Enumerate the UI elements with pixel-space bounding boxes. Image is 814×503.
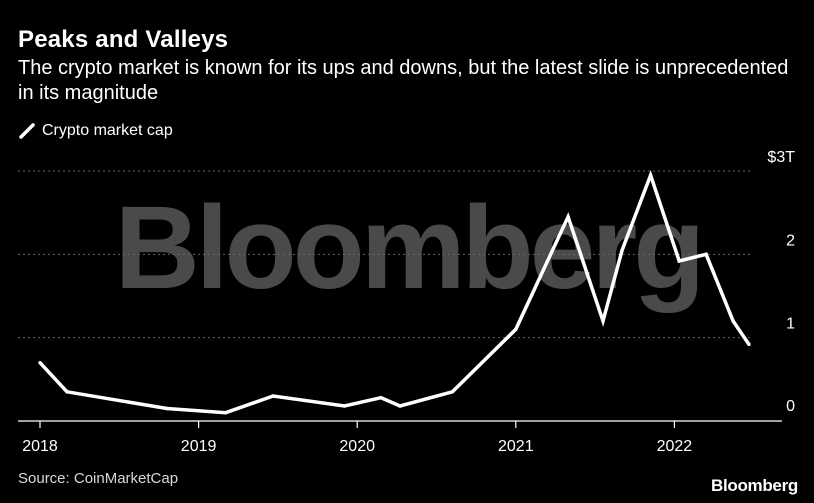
y-tick-label: 0 xyxy=(786,398,795,415)
data-point xyxy=(65,390,69,394)
data-point xyxy=(648,173,653,177)
x-tick-label: 2021 xyxy=(498,438,534,455)
legend-label: Crypto market cap xyxy=(42,122,173,139)
brand-logo: Bloomberg xyxy=(710,476,798,495)
watermark-logo: Bloomberg xyxy=(115,182,702,314)
data-point xyxy=(747,342,751,347)
data-point xyxy=(731,319,735,323)
x-tick-label: 2018 xyxy=(22,438,58,455)
data-point xyxy=(379,395,383,400)
chart-subtitle: The crypto market is known for its ups a… xyxy=(18,57,789,104)
x-tick-label: 2020 xyxy=(339,438,375,455)
data-point xyxy=(342,404,347,408)
series-layer xyxy=(38,169,751,415)
data-point xyxy=(601,319,605,323)
y-tick-label: 2 xyxy=(786,232,795,249)
data-point xyxy=(165,406,169,411)
data-point xyxy=(223,410,228,415)
y-tick-labels: $3T 2 1 0 xyxy=(767,149,795,415)
legend: Crypto market cap xyxy=(18,122,173,140)
data-point xyxy=(398,404,402,408)
y-tick-label: $3T xyxy=(767,149,795,166)
x-axis: 2018 2019 2020 2021 2022 xyxy=(18,420,782,455)
data-point xyxy=(450,390,455,394)
series-line-crypto-market-cap xyxy=(38,169,751,415)
source-note: Source: CoinMarketCap xyxy=(18,470,179,487)
data-point xyxy=(271,394,275,398)
data-point xyxy=(677,259,681,263)
y-tick-label: 1 xyxy=(786,316,795,333)
data-point xyxy=(620,248,624,252)
data-point xyxy=(514,327,518,332)
diagonal-line-icon xyxy=(19,123,35,139)
x-tick-label: 2022 xyxy=(657,438,693,455)
data-point xyxy=(704,252,708,257)
data-point xyxy=(566,215,570,219)
grid-lines xyxy=(18,170,752,339)
x-tick-label: 2019 xyxy=(181,438,217,455)
data-point xyxy=(38,360,42,365)
chart-title: Peaks and Valleys xyxy=(18,26,229,53)
